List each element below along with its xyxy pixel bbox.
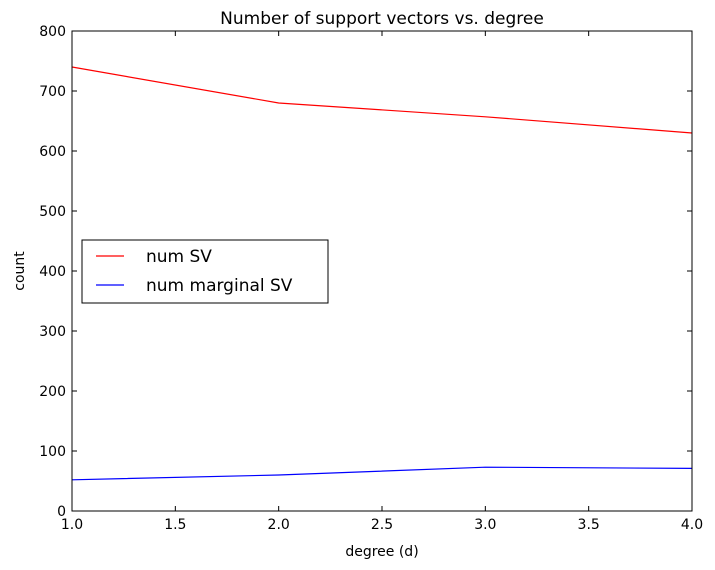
x-tick-label: 3.0 [474, 517, 496, 533]
series-line-num-sv [71, 66, 693, 134]
y-tick-label: 800 [39, 24, 66, 40]
x-tick-label: 1.0 [61, 517, 83, 533]
x-tick-label: 4.0 [681, 517, 703, 533]
y-tick-label: 100 [39, 444, 66, 460]
y-tick-label: 500 [39, 204, 66, 220]
x-tick-label: 3.5 [578, 517, 600, 533]
series-line-num-marginal-sv [71, 466, 693, 481]
legend-label-num-marginal-sv: num marginal SV [146, 276, 293, 296]
y-tick-label: 0 [57, 504, 66, 520]
legend-box [81, 239, 329, 304]
x-tick-label: 2.5 [371, 517, 393, 533]
chart-title: Number of support vectors vs. degree [220, 9, 544, 29]
x-tick-label: 1.5 [164, 517, 186, 533]
y-axis-label: count [12, 251, 28, 291]
plot-lines [71, 66, 693, 481]
y-tick-label: 200 [39, 384, 66, 400]
legend-label-num-sv: num SV [146, 247, 212, 267]
y-tick-label: 600 [39, 144, 66, 160]
x-axis-label: degree (d) [345, 544, 418, 560]
y-tick-label: 700 [39, 84, 66, 100]
y-tick-label: 400 [39, 264, 66, 280]
y-axis-ticks: 0 100 200 300 400 500 600 700 800 [39, 24, 692, 520]
legend: num SV num marginal SV [81, 239, 329, 304]
x-tick-label: 2.0 [268, 517, 290, 533]
x-axis-ticks: 1.0 1.5 2.0 2.5 3.0 3.5 4.0 [61, 31, 703, 533]
y-tick-label: 300 [39, 324, 66, 340]
